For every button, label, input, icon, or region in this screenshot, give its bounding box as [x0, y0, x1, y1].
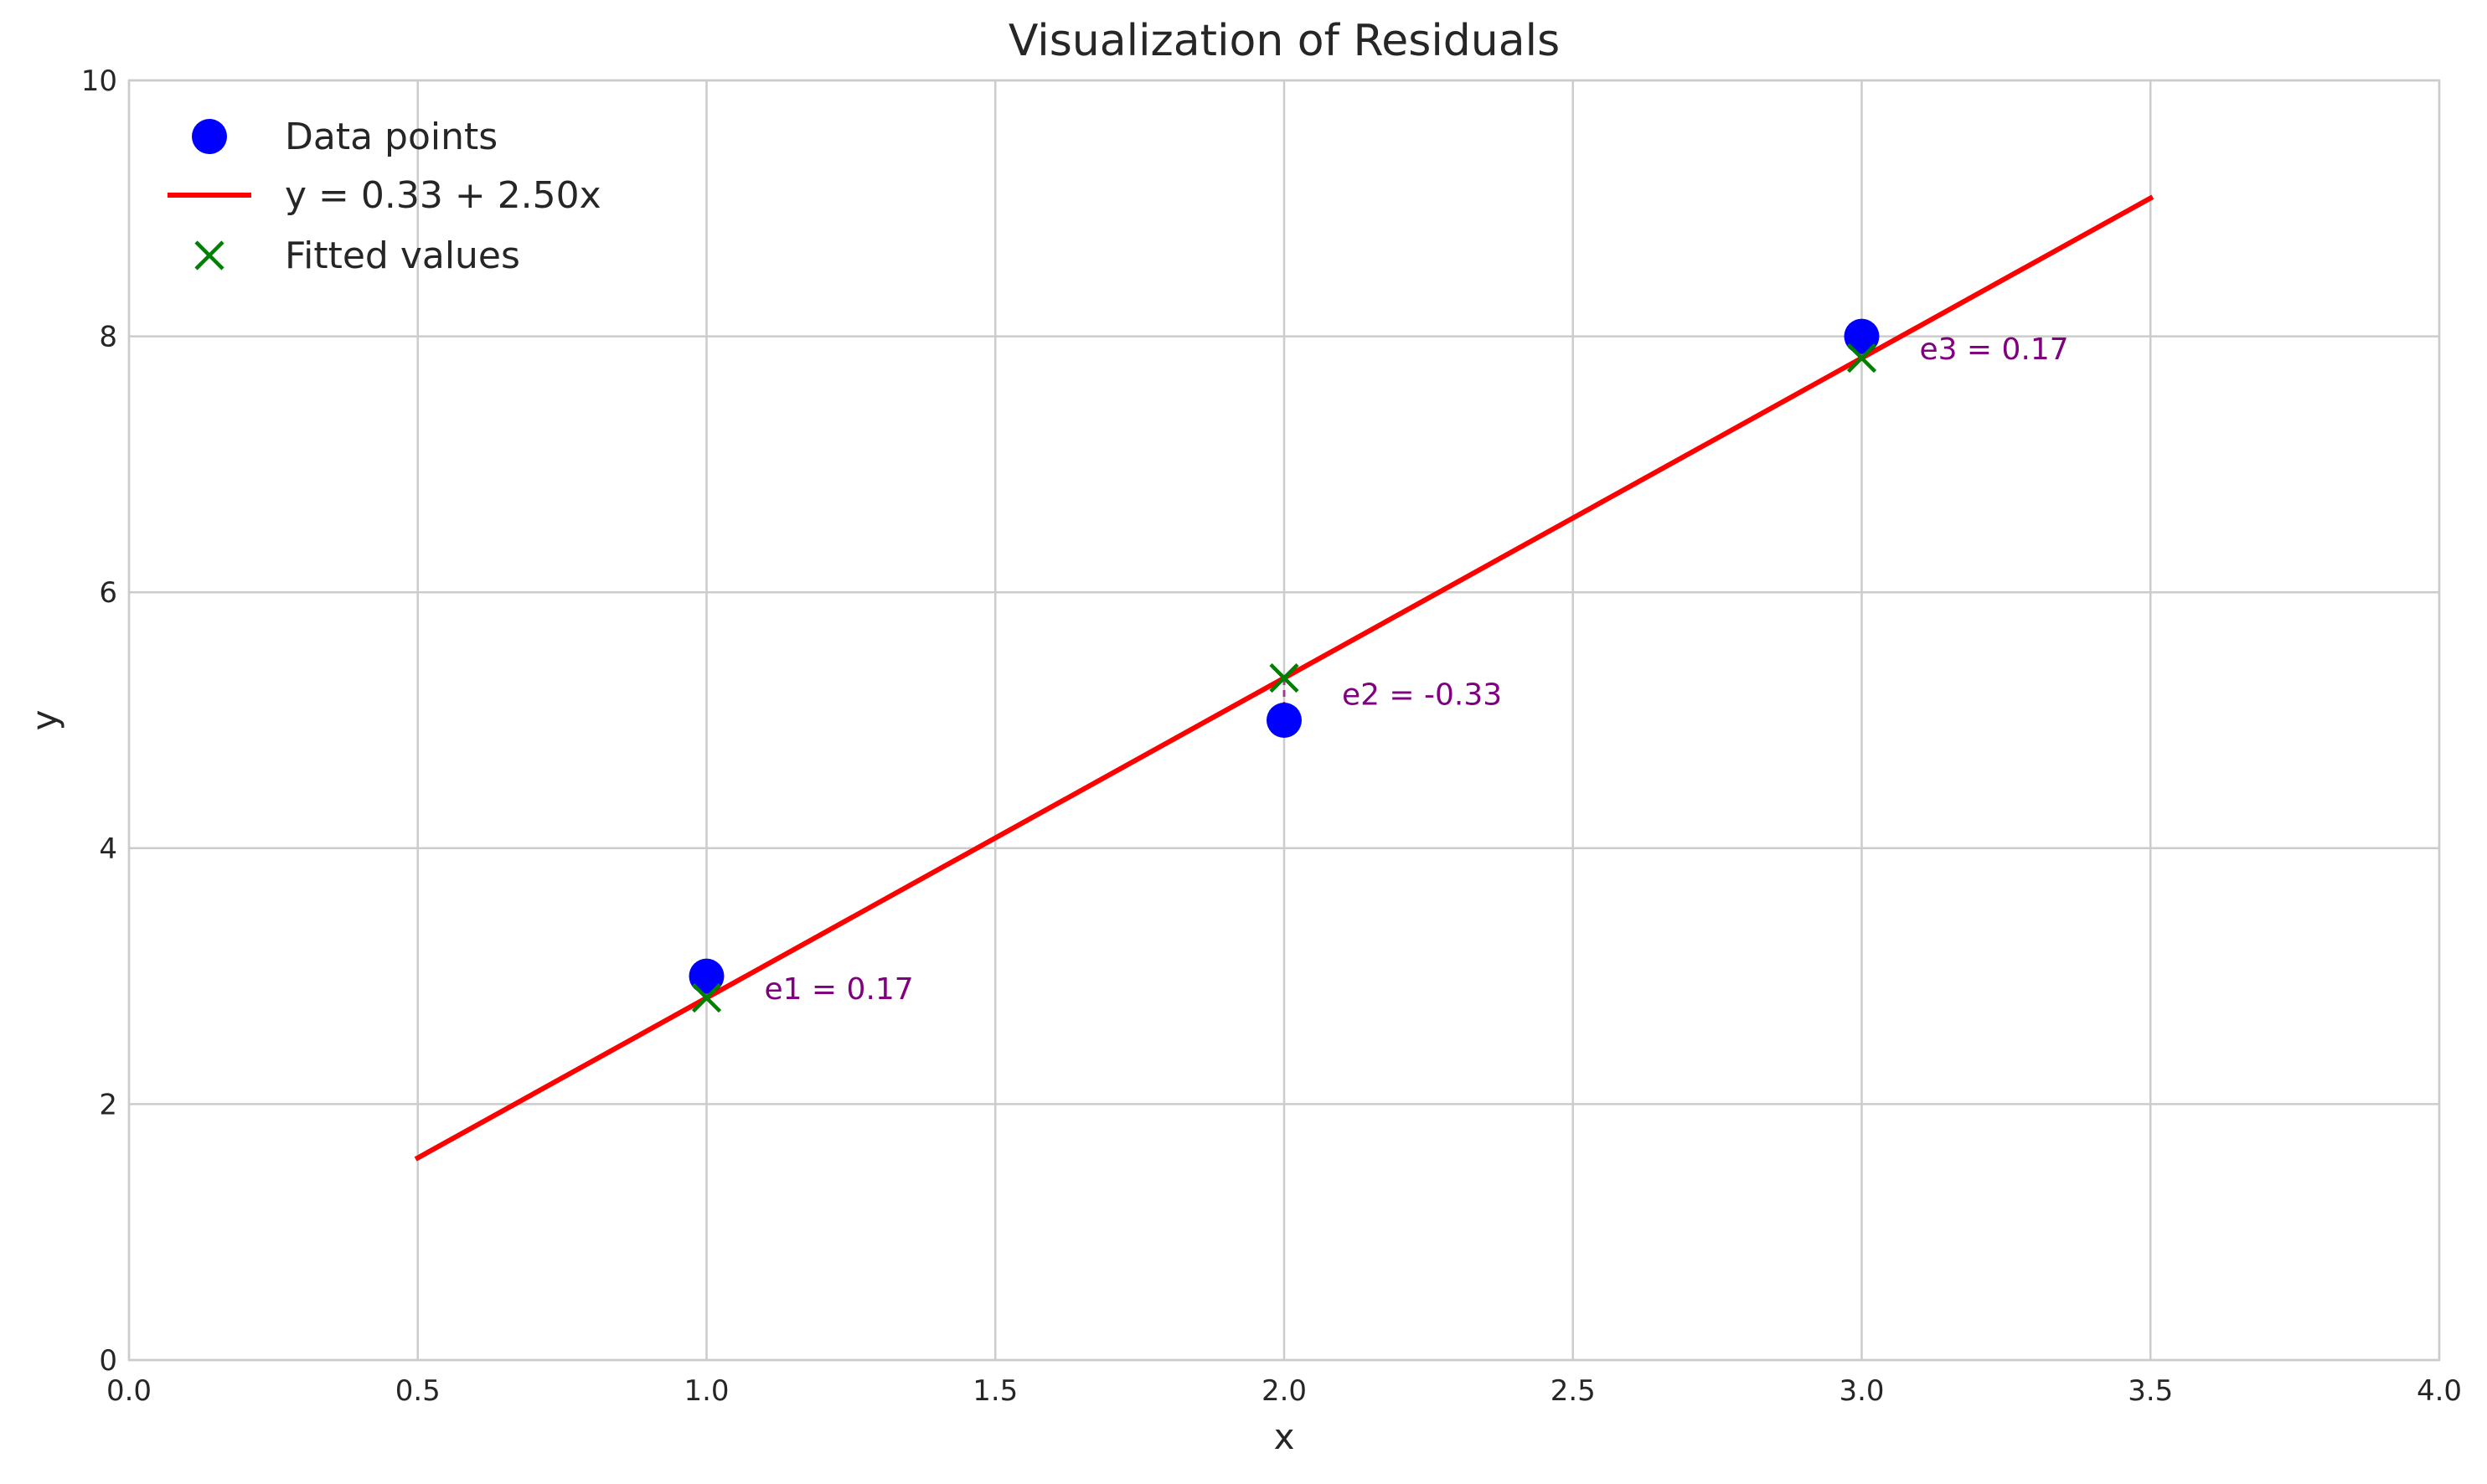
- x-axis-label: x: [1274, 1416, 1295, 1457]
- x-tick-label: 3.5: [2128, 1374, 2173, 1408]
- fitted-value-marker: [691, 982, 722, 1013]
- x-tick-label: 1.0: [684, 1374, 729, 1408]
- residual-label: e3 = 0.17: [1919, 332, 2068, 367]
- legend-label: Fitted values: [285, 234, 520, 277]
- y-tick-label: 0: [99, 1344, 117, 1378]
- x-tick-label: 4.0: [2417, 1374, 2462, 1408]
- data-point: [1267, 703, 1302, 738]
- fitted-values-layer: [691, 343, 1877, 1013]
- residual-annotations: e1 = 0.17 e2 = -0.33 e3 = 0.17: [764, 332, 2068, 1007]
- data-point: [689, 958, 725, 994]
- y-tick-label: 6: [99, 576, 117, 610]
- x-tick-labels: 0.0 0.5 1.0 1.5 2.0 2.5 3.0 3.5 4.0: [106, 1374, 2462, 1408]
- y-tick-label: 10: [81, 64, 117, 98]
- y-tick-labels: 0 2 4 6 8 10: [81, 64, 117, 1378]
- residual-label: e2 = -0.33: [1342, 678, 1502, 712]
- legend-marker-fitted-values: [194, 240, 224, 271]
- fitted-value-marker: [1269, 662, 1299, 693]
- data-point: [1844, 318, 1880, 354]
- y-tick-label: 8: [99, 321, 117, 354]
- plot-frame: [127, 79, 2441, 1362]
- x-tick-label: 2.5: [1551, 1374, 1596, 1408]
- x-tick-label: 2.0: [1262, 1374, 1307, 1408]
- legend-marker-data-points: [192, 119, 227, 154]
- data-points-layer: [689, 318, 1880, 994]
- x-tick-label: 3.0: [1839, 1374, 1884, 1408]
- legend-label: Data points: [285, 116, 498, 158]
- chart-title: Visualization of Residuals: [1009, 16, 1560, 66]
- legend: Data points y = 0.33 + 2.50x Fitted values: [168, 116, 601, 277]
- residual-label: e1 = 0.17: [764, 972, 913, 1007]
- x-tick-label: 0.0: [106, 1374, 152, 1408]
- x-tick-label: 0.5: [395, 1374, 441, 1408]
- fitted-value-marker: [1846, 343, 1877, 374]
- x-tick-label: 1.5: [973, 1374, 1018, 1408]
- y-tick-label: 4: [99, 832, 117, 866]
- y-axis-label: y: [24, 710, 65, 731]
- y-tick-label: 2: [99, 1088, 117, 1121]
- legend-label: y = 0.33 + 2.50x: [285, 174, 601, 217]
- plot-border: [127, 79, 2441, 1362]
